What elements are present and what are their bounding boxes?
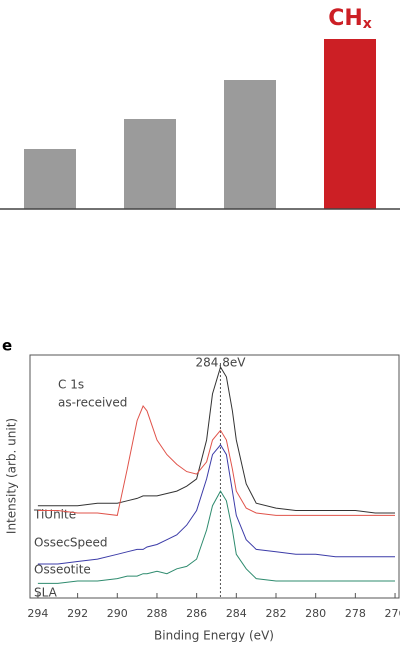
annotation: C 1s: [58, 378, 84, 392]
bar: [324, 39, 376, 209]
peak-label: 284.8eV: [195, 356, 246, 370]
spectrum-line: [37, 405, 395, 516]
x-tick-label: 292: [67, 607, 88, 620]
series-label: TiUnite: [33, 508, 76, 522]
plot-frame: [29, 354, 400, 599]
bar-annotation: CHx: [328, 6, 372, 32]
x-tick-label: 278: [345, 607, 366, 620]
y-axis-label: Intensity (arb. unit): [5, 418, 19, 534]
x-tick-label: 284: [226, 607, 247, 620]
bar: [24, 149, 76, 209]
x-tick-label: 280: [305, 607, 326, 620]
series-label: OssecSpeed: [34, 536, 108, 550]
annotation: as-received: [58, 396, 127, 410]
spectrum-line: [37, 490, 395, 584]
x-tick-label: 288: [146, 607, 167, 620]
spectrum-line: [37, 444, 395, 565]
panel-label: e: [2, 337, 12, 355]
x-tick-label: 282: [266, 607, 287, 620]
x-axis-label: Binding Energy (eV): [154, 629, 274, 643]
annotation-sub: x: [363, 16, 372, 32]
bar: [224, 80, 276, 209]
x-tick-label: 286: [186, 607, 207, 620]
annotation-main: CH: [328, 6, 363, 31]
bar: [124, 119, 176, 209]
x-tick-label: 276: [385, 607, 400, 620]
spectrum-line: [37, 365, 395, 514]
series-label: SLA: [34, 586, 58, 600]
series-label: Osseotite: [34, 563, 91, 577]
x-tick-label: 294: [27, 607, 48, 620]
x-tick-label: 290: [107, 607, 128, 620]
